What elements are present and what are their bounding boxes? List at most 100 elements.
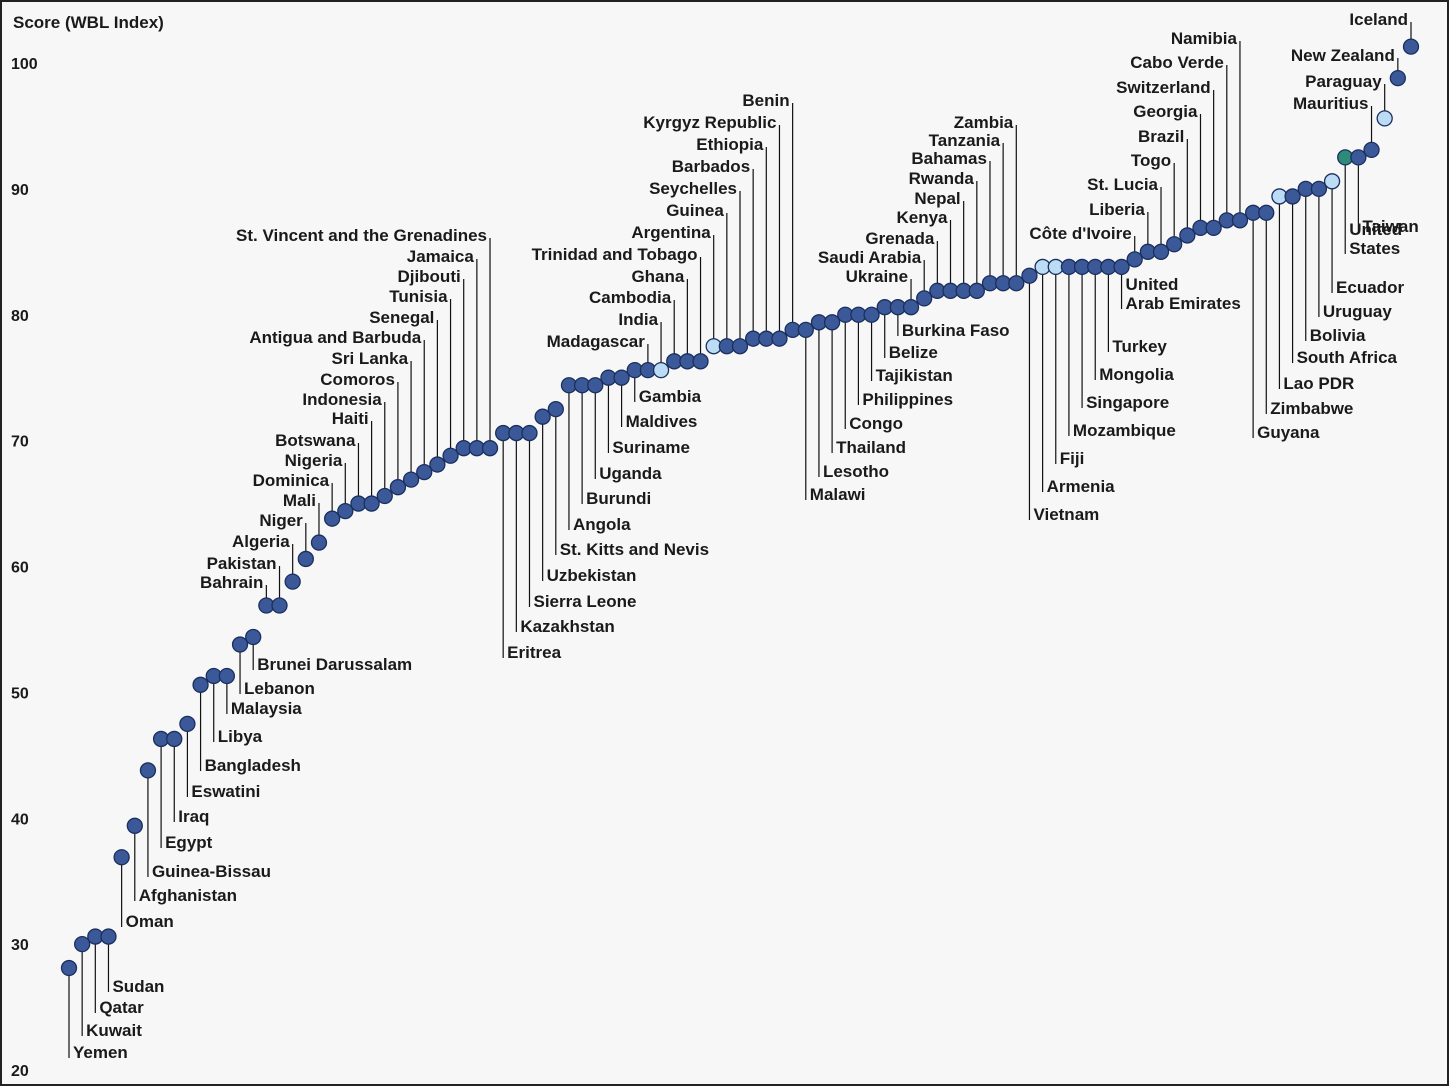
country-label: Senegal xyxy=(369,308,434,327)
country-label: Lao PDR xyxy=(1283,374,1354,393)
country-label: Brunei Darussalam xyxy=(257,655,412,674)
country-label: Ukraine xyxy=(846,267,908,286)
y-tick-label: 80 xyxy=(11,308,29,325)
country-label: Madagascar xyxy=(547,332,646,351)
country-label: Mali xyxy=(283,491,316,510)
y-tick-label: 30 xyxy=(11,937,29,954)
country-label: Nepal xyxy=(914,189,960,208)
country-label: Uganda xyxy=(599,464,662,483)
data-point xyxy=(731,338,749,355)
country-label: Thailand xyxy=(836,438,906,457)
country-label: Yemen xyxy=(73,1043,128,1062)
country-label: Fiji xyxy=(1060,449,1085,468)
country-label: Sierra Leone xyxy=(533,592,636,611)
country-label: Gambia xyxy=(639,387,702,406)
y-axis-title: Score (WBL Index) xyxy=(13,13,164,32)
country-label: Qatar xyxy=(99,998,144,1017)
data-point xyxy=(113,849,130,866)
country-label: Tunisia xyxy=(389,287,448,306)
country-label: Eswatini xyxy=(191,782,260,801)
country-label: Guyana xyxy=(1257,423,1320,442)
country-label: Seychelles xyxy=(649,179,737,198)
country-label: Cabo Verde xyxy=(1130,53,1224,72)
data-point xyxy=(481,440,499,457)
country-label: Kenya xyxy=(896,208,948,227)
country-label: Zimbabwe xyxy=(1270,399,1353,418)
country-label: St. Lucia xyxy=(1087,175,1158,194)
data-point xyxy=(402,471,420,488)
country-label: Egypt xyxy=(165,833,213,852)
data-point xyxy=(1008,275,1025,292)
data-point xyxy=(310,534,328,551)
country-label: Sudan xyxy=(112,977,164,996)
data-point xyxy=(74,935,91,953)
country-label: Barbados xyxy=(672,157,750,176)
data-point xyxy=(1126,251,1143,268)
data-point xyxy=(179,715,196,732)
y-tick-label: 60 xyxy=(11,560,29,577)
data-point xyxy=(271,597,288,614)
data-point xyxy=(284,573,301,590)
country-label: St. Kitts and Nevis xyxy=(560,540,709,559)
data-point xyxy=(1363,141,1380,159)
country-label: Haiti xyxy=(332,409,369,428)
country-label: Eritrea xyxy=(507,643,561,662)
country-label: Liberia xyxy=(1089,200,1145,219)
data-point xyxy=(1113,258,1130,276)
country-label: Bahrain xyxy=(200,573,263,592)
data-point xyxy=(166,730,183,748)
country-label: Lesotho xyxy=(823,462,889,481)
country-label: Suriname xyxy=(612,438,689,457)
country-label: Nigeria xyxy=(285,451,343,470)
country-label: St. Vincent and the Grenadines xyxy=(236,226,487,245)
data-point xyxy=(823,314,841,331)
country-label: Botswana xyxy=(275,431,356,450)
country-label: Jamaica xyxy=(407,247,475,266)
country-label: Arab Emirates xyxy=(1126,294,1241,313)
data-point xyxy=(1284,188,1301,205)
y-tick-label: 40 xyxy=(11,811,29,828)
country-label: Iceland xyxy=(1349,10,1408,29)
data-point xyxy=(1258,204,1275,221)
data-point xyxy=(547,401,564,418)
data-point xyxy=(916,290,933,307)
country-label: Tajikistan xyxy=(876,366,953,385)
country-label: Singapore xyxy=(1086,393,1169,412)
country-label: Indonesia xyxy=(302,390,382,409)
data-point xyxy=(1179,227,1196,244)
data-point xyxy=(1376,110,1393,127)
data-point xyxy=(297,550,314,568)
data-point xyxy=(1021,267,1038,284)
data-point xyxy=(429,456,446,473)
data-point xyxy=(771,330,788,347)
country-label: Sri Lanka xyxy=(332,349,409,368)
country-label: Oman xyxy=(126,912,174,931)
data-point xyxy=(1310,180,1328,198)
country-label: Ethiopia xyxy=(696,135,764,154)
y-axis-ticks: 20 30 40 50 60 70 80 90 100 xyxy=(11,56,38,1080)
country-label: Switzerland xyxy=(1116,78,1210,97)
country-label: Comoros xyxy=(320,370,395,389)
country-label: Antigua and Barbuda xyxy=(249,328,421,347)
country-label: United xyxy=(1349,220,1402,239)
data-point xyxy=(692,353,709,370)
data-point xyxy=(1389,69,1406,87)
data-point xyxy=(613,369,630,386)
country-label: Brazil xyxy=(1138,127,1184,146)
country-label: Libya xyxy=(218,727,263,746)
country-label: Rwanda xyxy=(909,169,975,188)
country-label: Guinea xyxy=(666,201,724,220)
country-label: Afghanistan xyxy=(139,886,237,905)
data-point xyxy=(231,636,249,653)
data-point xyxy=(337,502,354,520)
country-label: Maldives xyxy=(626,412,698,431)
data-point xyxy=(652,361,670,379)
country-label: Turkey xyxy=(1112,337,1167,356)
country-label: South Africa xyxy=(1297,348,1398,367)
country-label: Argentina xyxy=(631,223,711,242)
country-label: Uzbekistan xyxy=(547,566,637,585)
country-label: Philippines xyxy=(862,390,953,409)
y-tick-label: 70 xyxy=(11,434,29,451)
data-point xyxy=(1152,243,1170,260)
